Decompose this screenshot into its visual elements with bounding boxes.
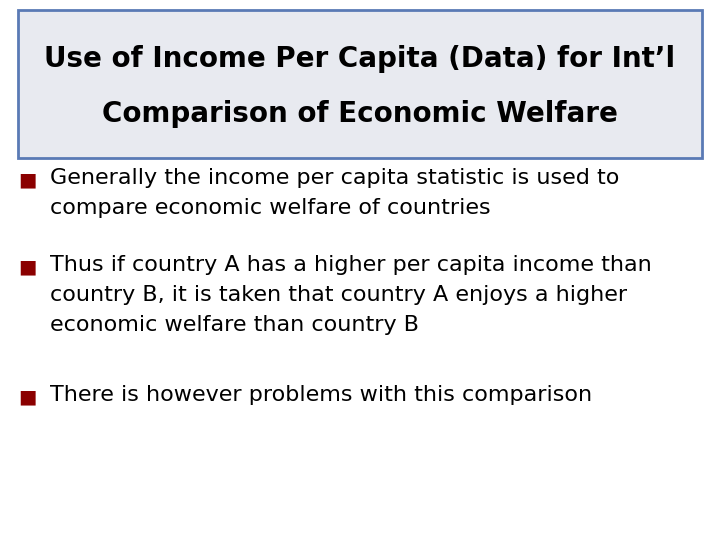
Text: Generally the income per capita statistic is used to: Generally the income per capita statisti… xyxy=(50,168,619,188)
Text: compare economic welfare of countries: compare economic welfare of countries xyxy=(50,198,490,218)
Text: There is however problems with this comparison: There is however problems with this comp… xyxy=(50,385,592,405)
Text: ■: ■ xyxy=(18,257,37,276)
FancyBboxPatch shape xyxy=(18,10,702,158)
Text: Thus if country A has a higher per capita income than: Thus if country A has a higher per capit… xyxy=(50,255,652,275)
Text: ■: ■ xyxy=(18,170,37,189)
Text: Use of Income Per Capita (Data) for Int’l: Use of Income Per Capita (Data) for Int’… xyxy=(45,45,675,73)
Text: economic welfare than country B: economic welfare than country B xyxy=(50,315,419,335)
Text: country B, it is taken that country A enjoys a higher: country B, it is taken that country A en… xyxy=(50,285,627,305)
Text: Comparison of Economic Welfare: Comparison of Economic Welfare xyxy=(102,99,618,127)
Text: ■: ■ xyxy=(18,387,37,406)
